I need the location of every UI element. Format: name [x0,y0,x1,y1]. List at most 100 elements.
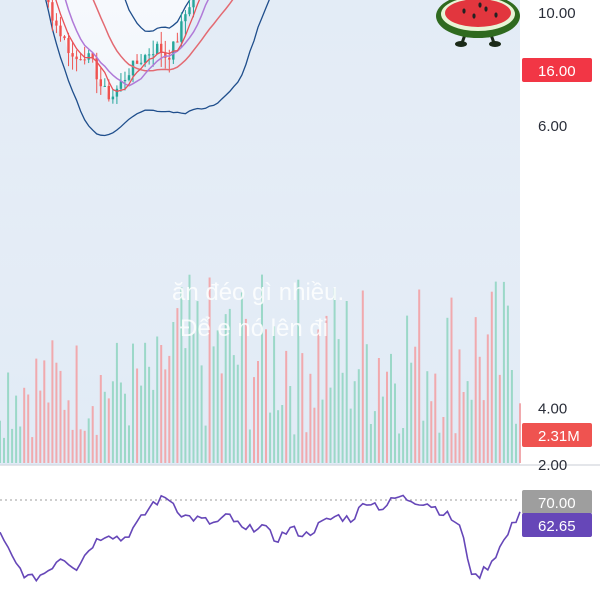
y-tick-label: 10.00 [538,5,576,22]
volume-bar [285,350,288,463]
volume-bar [454,433,457,463]
volume-bar [148,366,151,463]
volume-bar [124,393,126,463]
volume-bar [144,342,147,463]
volume-bar [426,371,429,463]
volume-bar [257,361,259,463]
volume-bar [373,411,376,463]
volume-bar [128,425,130,463]
volume-bar [349,408,352,463]
volume-bar [317,329,320,463]
volume-bar [59,370,62,463]
price-area-fill [0,0,520,465]
candle-body [119,81,123,89]
candle-body [51,2,54,21]
volume-bar [236,364,239,463]
candle-body [180,21,183,42]
volume-bars [0,274,521,463]
volume-bar [103,391,106,463]
volume-bar [156,336,159,463]
rsi-value-badge-text: 62.65 [538,518,576,535]
volume-bar [240,292,243,463]
y-tick-label: 2.00 [538,457,567,474]
rsi-level-badge-bg [522,490,592,514]
volume-bar [273,326,276,463]
volume-bar [510,370,513,463]
volume-bar [220,373,223,463]
volume-bar [494,281,497,463]
bollinger-lower [45,0,270,137]
candle-body [103,85,106,87]
candle-body [168,57,171,60]
candle-body [111,96,115,100]
candle-body [135,60,139,64]
volume-bar [422,420,425,463]
volume-bar [297,279,300,463]
volume-bar [67,400,70,463]
volume-bar [111,381,114,463]
volume-bar [377,358,380,463]
volume-bar [212,346,215,463]
volume-bar [200,365,203,463]
candle-body [147,54,151,56]
volume-bar [51,340,54,463]
volume-bar [55,362,58,463]
volume-bar [168,355,171,463]
candle-body [83,59,86,61]
volume-bar [31,437,34,463]
volume-bar [313,407,316,463]
candle-body [184,14,187,22]
candle-body [123,80,127,82]
price-area [0,0,520,465]
volume-bar [482,400,485,463]
volume-bar [305,432,308,463]
volume-bar [329,387,332,463]
volume-bar [253,377,255,463]
volume-bar [75,345,78,463]
volume-bar [337,339,340,463]
volume-bar [293,434,296,463]
volume-bar [458,349,461,463]
last-price-badge: 16.00 [522,58,592,82]
volume-bar [119,382,122,463]
volume-bar [244,318,247,463]
volume-bar [180,287,183,463]
candle-body [55,20,58,26]
volume-bar [248,429,251,463]
volume-bar [325,315,328,463]
volume-bar [506,305,509,463]
volume-bar [224,314,227,463]
volume-bar [192,333,195,463]
volume-bar [418,289,421,463]
last-price-badge-bg [522,58,592,82]
candle-body [87,53,90,60]
volume-bar [394,383,396,463]
volume-bar [353,381,356,463]
volume-bar [63,409,66,463]
volume-bar [204,425,207,463]
volume-bar [115,342,118,463]
candle-body [192,0,195,8]
volume-bar [140,385,143,463]
volume-bar [99,375,102,463]
volume-bar [184,348,187,463]
candle-body [139,62,143,64]
ma-signal [64,0,209,87]
volume-bar [345,301,348,463]
rsi-path [0,494,521,583]
volume-bar [498,374,501,463]
volume-bar [107,398,110,463]
volume-bar [152,389,155,463]
volume-bar [390,353,392,463]
volume-bar [466,381,469,463]
y-tick-label: 4.00 [538,401,567,418]
volume-bar [188,274,191,463]
volume-bar [386,371,388,463]
candle-body [156,43,159,55]
candle-body [152,54,155,56]
candle-body [115,88,119,97]
volume-badge-text: 2.31M [538,428,580,445]
volume-bar [301,353,304,463]
volume-bar [450,297,453,463]
